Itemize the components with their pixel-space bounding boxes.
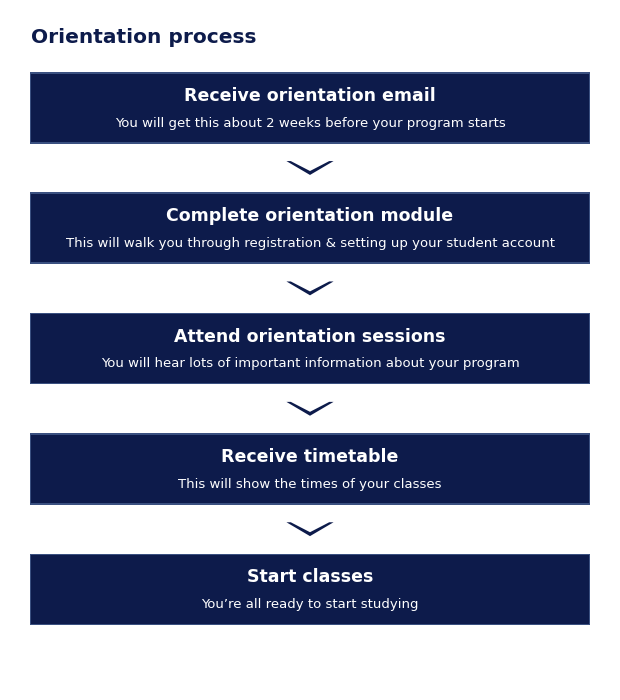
Text: Attend orientation sessions: Attend orientation sessions: [174, 328, 446, 346]
Bar: [31, 314, 589, 383]
Bar: [30, 554, 590, 625]
Bar: [30, 193, 590, 264]
Text: This will walk you through registration & setting up your student account: This will walk you through registration …: [66, 237, 554, 250]
Bar: [30, 433, 590, 505]
Text: You’re all ready to start studying: You’re all ready to start studying: [202, 598, 418, 611]
Text: You will get this about 2 weeks before your program starts: You will get this about 2 weeks before y…: [115, 117, 505, 130]
Polygon shape: [310, 402, 334, 416]
Bar: [30, 313, 590, 384]
Polygon shape: [310, 522, 334, 536]
Polygon shape: [310, 161, 334, 175]
Polygon shape: [286, 161, 310, 175]
Bar: [31, 435, 589, 503]
Text: Orientation process: Orientation process: [31, 28, 257, 47]
Bar: [30, 72, 590, 144]
Text: Receive timetable: Receive timetable: [221, 448, 399, 466]
Text: You will hear lots of important information about your program: You will hear lots of important informat…: [100, 358, 520, 370]
Text: Complete orientation module: Complete orientation module: [166, 207, 454, 225]
Text: Receive orientation email: Receive orientation email: [184, 87, 436, 105]
Polygon shape: [286, 522, 310, 536]
Text: This will show the times of your classes: This will show the times of your classes: [179, 478, 441, 491]
Polygon shape: [310, 281, 334, 295]
Bar: [31, 555, 589, 624]
Bar: [31, 74, 589, 142]
Polygon shape: [286, 281, 310, 295]
Text: Start classes: Start classes: [247, 568, 373, 587]
Bar: [31, 194, 589, 262]
Polygon shape: [286, 402, 310, 416]
